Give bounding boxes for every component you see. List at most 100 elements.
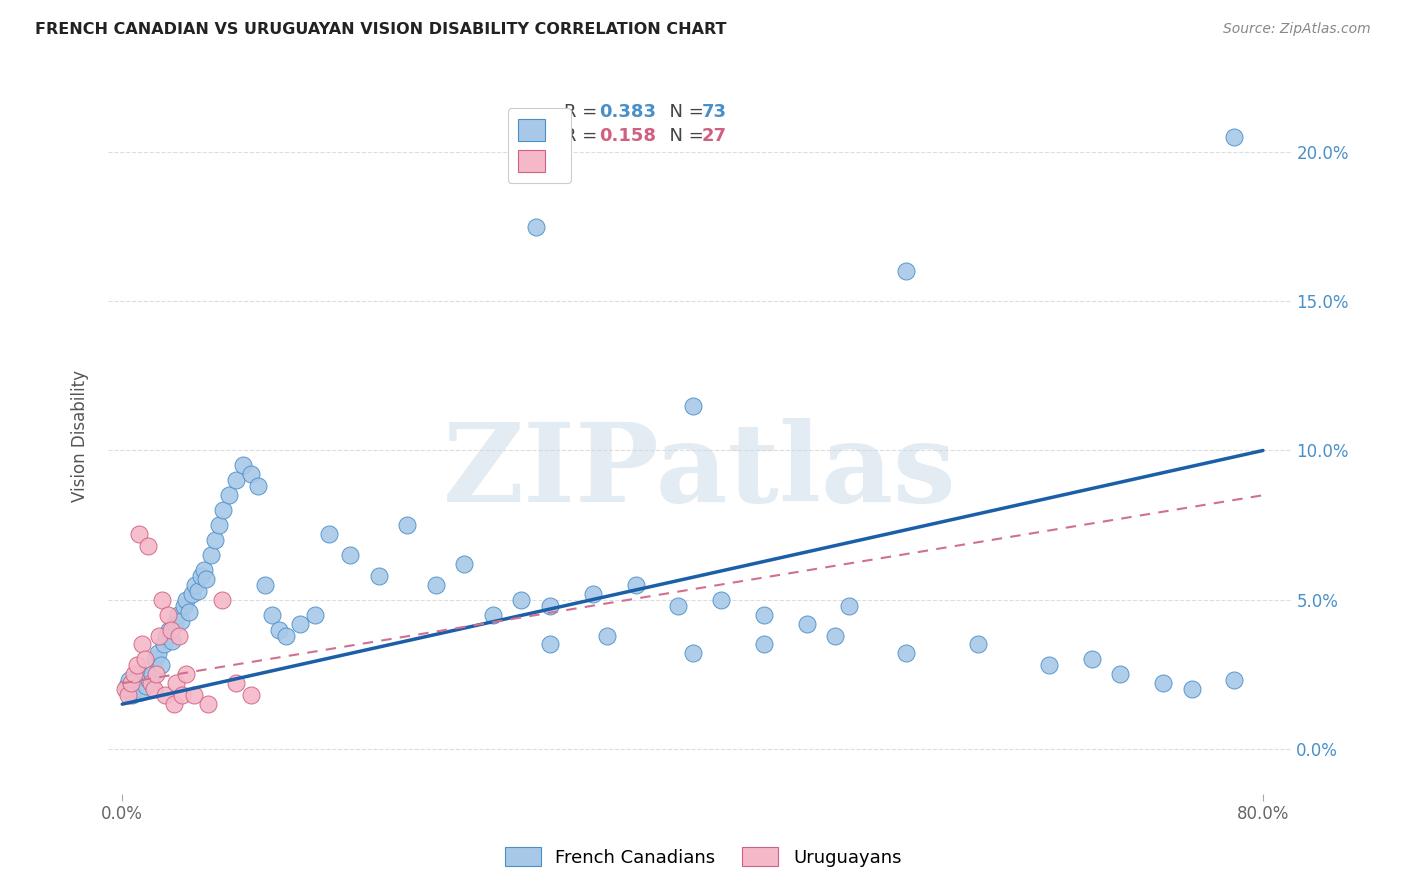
Point — [752, 637, 775, 651]
Text: 27: 27 — [702, 128, 727, 145]
Point — [318, 527, 340, 541]
Point — [122, 667, 145, 681]
Point — [141, 667, 163, 681]
Text: ZIPatlas: ZIPatlas — [443, 417, 956, 524]
Point — [1038, 658, 1060, 673]
Point — [184, 578, 207, 592]
Point — [156, 607, 179, 622]
Point — [624, 578, 647, 592]
Point — [367, 569, 389, 583]
Point — [170, 614, 193, 628]
Point — [145, 667, 167, 681]
Point — [120, 676, 142, 690]
Text: 0.158: 0.158 — [599, 128, 657, 145]
Point — [211, 592, 233, 607]
Point — [896, 264, 918, 278]
Point — [128, 527, 150, 541]
Point — [453, 557, 475, 571]
Point — [118, 673, 141, 688]
Point — [117, 688, 139, 702]
Point — [121, 688, 143, 702]
Point — [1109, 667, 1132, 681]
Point — [139, 676, 162, 690]
Point — [269, 623, 291, 637]
Point — [129, 685, 152, 699]
Point — [1181, 682, 1204, 697]
Point — [682, 399, 704, 413]
Point — [149, 658, 172, 673]
Point — [159, 623, 181, 637]
Point — [114, 682, 136, 697]
Point — [1152, 676, 1174, 690]
Point — [132, 670, 155, 684]
Point — [425, 578, 447, 592]
Y-axis label: Vision Disability: Vision Disability — [72, 369, 89, 501]
Point — [176, 667, 198, 681]
Point — [197, 697, 219, 711]
Point — [339, 548, 361, 562]
Point — [152, 637, 174, 651]
Point — [160, 634, 183, 648]
Legend: French Canadians, Uruguayans: French Canadians, Uruguayans — [498, 840, 908, 874]
Point — [225, 676, 247, 690]
Point — [225, 473, 247, 487]
Point — [838, 599, 860, 613]
Text: R =: R = — [564, 103, 603, 120]
Point — [183, 688, 205, 702]
Point — [166, 607, 188, 622]
Point — [127, 676, 149, 690]
Text: N =: N = — [658, 103, 710, 120]
Point — [304, 607, 326, 622]
Point — [218, 488, 240, 502]
Point — [824, 628, 846, 642]
Point — [193, 563, 215, 577]
Point — [138, 673, 160, 688]
Point — [752, 607, 775, 622]
Text: 0.383: 0.383 — [599, 103, 657, 120]
Point — [148, 628, 170, 642]
Point — [146, 647, 169, 661]
Point — [208, 518, 231, 533]
Text: FRENCH CANADIAN VS URUGUAYAN VISION DISABILITY CORRELATION CHART: FRENCH CANADIAN VS URUGUAYAN VISION DISA… — [35, 22, 727, 37]
Point — [169, 628, 191, 642]
Point — [124, 682, 146, 697]
Point — [157, 623, 180, 637]
Point — [666, 599, 689, 613]
Point — [165, 676, 187, 690]
Point — [136, 539, 159, 553]
Point — [135, 679, 157, 693]
Point — [115, 679, 138, 693]
Point — [538, 637, 561, 651]
Point — [143, 652, 166, 666]
Point — [896, 647, 918, 661]
Point — [239, 467, 262, 482]
Point — [510, 592, 533, 607]
Point — [155, 628, 177, 642]
Point — [582, 587, 605, 601]
Point — [1081, 652, 1104, 666]
Point — [172, 688, 194, 702]
Text: Source: ZipAtlas.com: Source: ZipAtlas.com — [1223, 22, 1371, 37]
Point — [710, 592, 733, 607]
Point — [190, 569, 212, 583]
Point — [153, 688, 176, 702]
Point — [596, 628, 619, 642]
Point — [232, 458, 254, 473]
Point — [212, 503, 235, 517]
Point — [125, 658, 148, 673]
Point — [482, 607, 505, 622]
Point — [1223, 673, 1246, 688]
Point — [142, 682, 165, 697]
Point — [246, 479, 269, 493]
Point — [260, 607, 283, 622]
Point — [173, 599, 195, 613]
Point — [134, 652, 156, 666]
Point — [290, 616, 312, 631]
Point — [396, 518, 419, 533]
Point — [163, 616, 186, 631]
Text: N =: N = — [658, 128, 710, 145]
Point — [200, 548, 222, 562]
Point — [682, 647, 704, 661]
Point — [538, 599, 561, 613]
Point — [796, 616, 818, 631]
